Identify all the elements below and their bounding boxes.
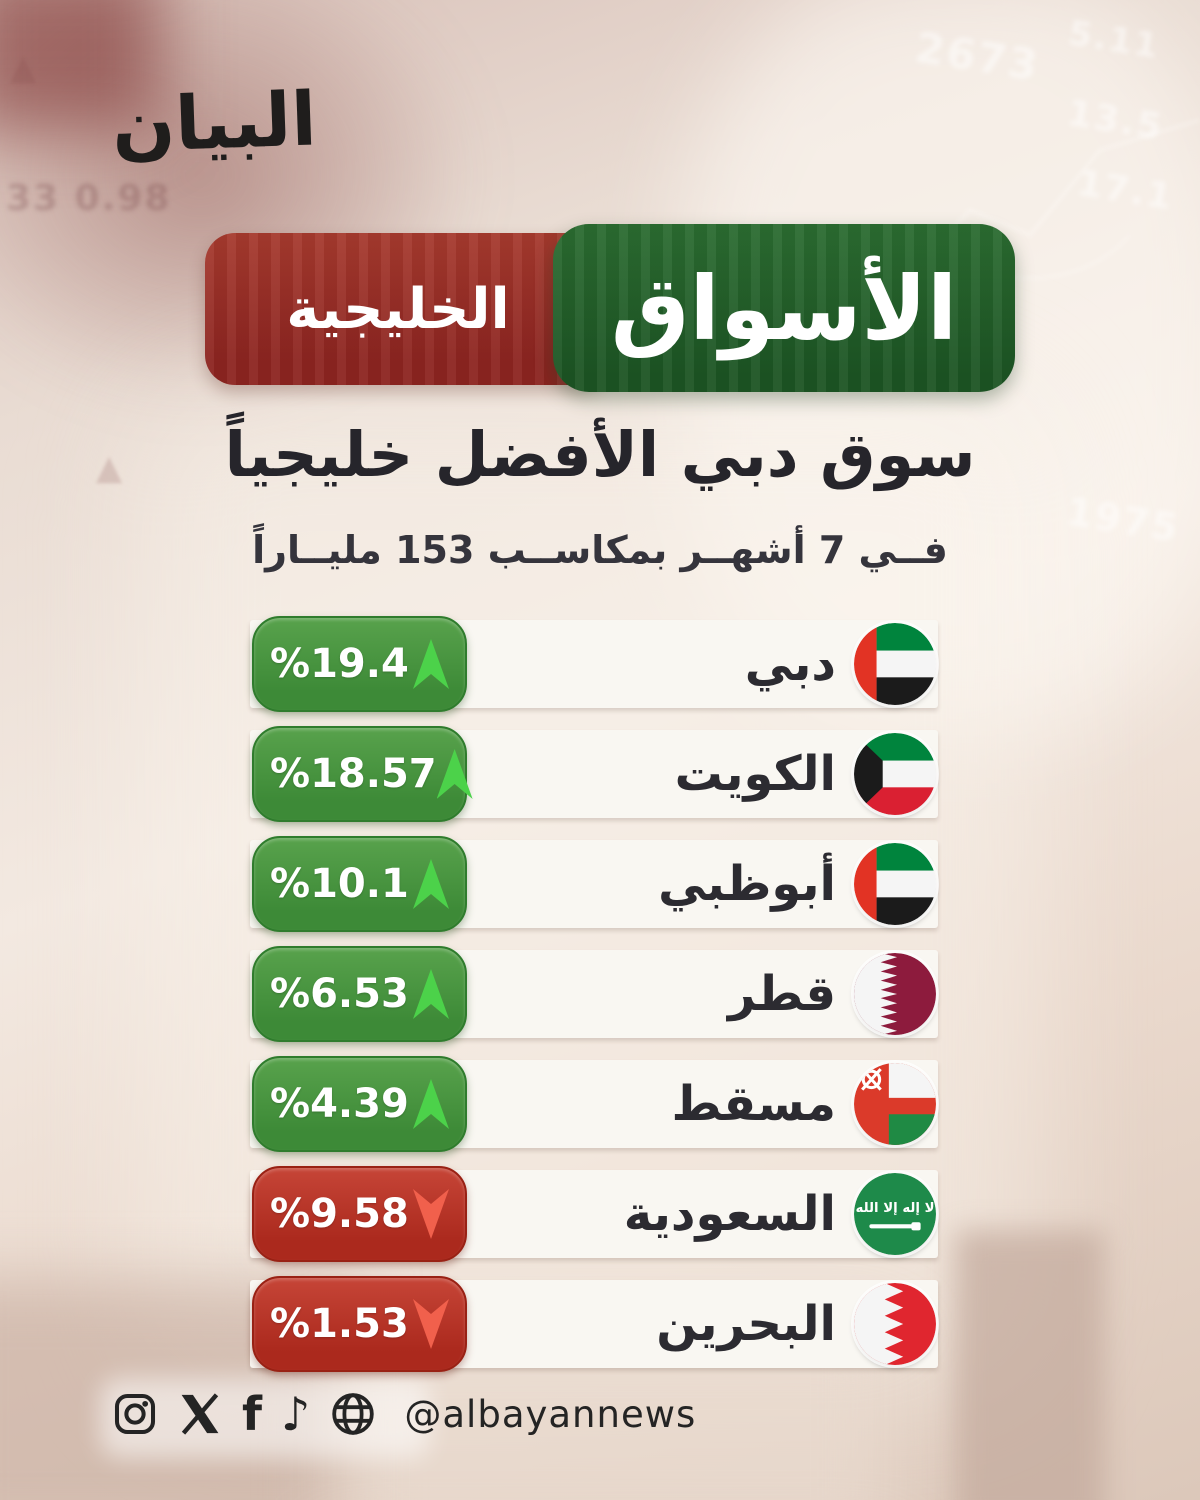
ticker-value: 33 0.98 [6,178,172,219]
market-row-dubai: %19.4 دبي [250,616,938,712]
up-arrow-icon [413,969,449,1019]
footer-social-bar: f ♪ @albayannews [112,1390,696,1438]
x-icon [181,1393,219,1435]
banner-left-red: الخليجية [205,233,607,385]
background-bottom-pillar [955,1230,1105,1500]
market-name: السعودية [623,1186,836,1242]
market-name: قطر [727,966,836,1022]
albayan-logo: البيان [110,76,318,170]
market-row-qatar: %6.53 قطر [250,946,938,1042]
uae-flag-icon [854,843,936,925]
change-badge: %1.53 [252,1276,467,1372]
up-arrow-icon [413,859,449,909]
change-value: %9.58 [270,1191,409,1237]
oman-flag-icon [854,1063,936,1145]
tiktok-icon: ♪ [281,1387,311,1441]
headline: سوق دبي الأفضل خليجياً [224,418,976,491]
down-arrow-icon [413,1299,449,1349]
change-value: %4.39 [270,1081,409,1127]
change-badge: %9.58 [252,1166,467,1262]
change-value: %19.4 [270,641,409,687]
market-row-muscat: %4.39 مسقط [250,1056,938,1152]
up-arrow-icon [436,749,473,799]
market-row-saudi: %9.58 السعودية لا إله إلا الله [250,1166,938,1262]
globe-icon [332,1393,375,1435]
down-arrow-icon [413,1189,449,1239]
change-value: %18.57 [270,751,437,797]
facebook-icon: f [242,1387,263,1441]
change-value: %6.53 [270,971,409,1017]
market-name: مسقط [671,1076,836,1132]
up-arrow-icon [413,639,449,689]
up-arrow-icon [413,1079,449,1129]
market-name: أبوظبي [658,856,836,912]
banner-word-markets: الأسواق [610,256,958,360]
ticker-triangle: ▲ [96,448,123,488]
saudi-arabia-flag-icon: لا إله إلا الله [854,1173,936,1255]
social-handle: @albayannews [404,1392,697,1436]
change-badge: %6.53 [252,946,467,1042]
bahrain-flag-icon [854,1283,936,1365]
change-badge: %19.4 [252,616,467,712]
uae-flag-icon [854,623,936,705]
change-badge: %4.39 [252,1056,467,1152]
kuwait-flag-icon [854,733,936,815]
market-row-bahrain: %1.53 البحرين [250,1276,938,1372]
market-row-abudhabi: %10.1 أبوظبي [250,836,938,932]
change-badge: %18.57 [252,726,473,822]
banner-right-green: الأسواق [553,224,1015,392]
change-value: %10.1 [270,861,409,907]
qatar-flag-icon [854,953,936,1035]
market-name: دبي [744,636,836,692]
change-value: %1.53 [270,1301,409,1347]
market-name: الكويت [674,746,836,802]
subheadline: فــي 7 أشهــر بمكاســب 153 مليــاراً [252,528,948,572]
instagram-icon [114,1393,156,1435]
market-row-kuwait: %18.57 الكويت [250,726,938,822]
svg-text:لا إله إلا الله: لا إله إلا الله [856,1201,935,1216]
change-badge: %10.1 [252,836,467,932]
market-name: البحرين [656,1296,836,1352]
banner-word-gulf: الخليجية [286,276,510,342]
ticker-triangle: ▲ [10,48,37,88]
